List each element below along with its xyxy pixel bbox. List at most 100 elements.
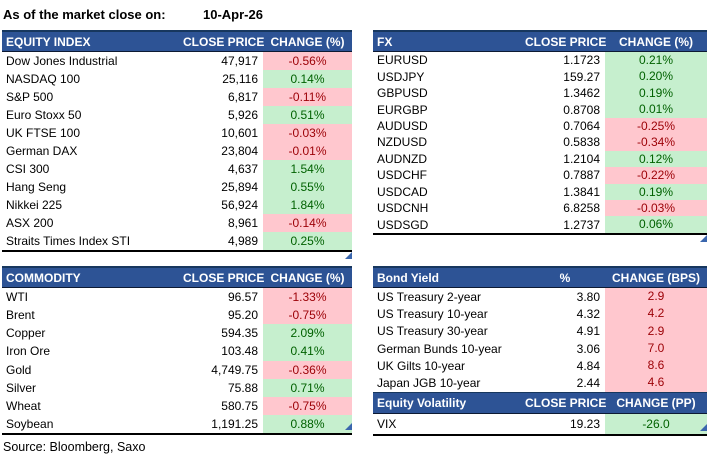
as-of-date: 10-Apr-26 — [203, 7, 263, 22]
row-close-price: 159.27 — [563, 69, 600, 84]
corner-marker-icon — [700, 423, 707, 431]
row-close-price: 56,924 — [221, 198, 258, 212]
table-row: UK Gilts 10-year 4.84 8.6 — [373, 357, 707, 375]
row-label: Euro Stoxx 50 — [6, 108, 82, 122]
row-change-value: -0.75% — [263, 396, 352, 415]
row-close-price: 1.3841 — [563, 184, 600, 199]
row-label: Gold — [6, 362, 32, 377]
row-label: Straits Times Index STI — [6, 234, 131, 248]
row-label: USDCNH — [377, 201, 429, 216]
row-label: Brent — [6, 308, 35, 323]
row-change-value: 0.19% — [605, 84, 707, 102]
row-label: USDSGD — [377, 217, 429, 232]
table-row: AUDUSD 0.7064 -0.25% — [373, 117, 707, 135]
row-label: US Treasury 30-year — [377, 324, 488, 339]
row-change-value: -0.22% — [605, 167, 707, 184]
row-label: Copper — [6, 326, 46, 341]
table-row: Wheat 580.75 -0.75% — [2, 396, 352, 415]
row-change-value: 0.12% — [605, 150, 707, 168]
row-change-value: -0.36% — [263, 360, 352, 379]
row-change-value: 0.01% — [605, 101, 707, 118]
column-header-change: CHANGE (BPS) — [611, 270, 700, 285]
row-label: Wheat — [6, 398, 41, 413]
table-row: Straits Times Index STI 4,989 0.25% — [2, 232, 352, 250]
row-close-price: 19.23 — [569, 416, 600, 431]
row-label: US Treasury 10-year — [377, 306, 488, 321]
row-label: UK Gilts 10-year — [377, 358, 466, 373]
row-change-value: -0.03% — [263, 124, 352, 142]
row-close-price: 25,894 — [221, 180, 258, 194]
table-row: NZDUSD 0.5838 -0.34% — [373, 134, 707, 151]
table-row: EURGBP 0.8708 0.01% — [373, 101, 707, 118]
row-close-price: 3.06 — [576, 341, 600, 356]
row-change-value: 7.0 — [605, 339, 707, 358]
row-close-price: 96.57 — [227, 290, 258, 305]
row-change-value: -0.01% — [263, 142, 352, 160]
row-close-price: 4,749.75 — [211, 362, 258, 377]
column-header-name: Bond Yield — [377, 270, 440, 285]
table-row: Nikkei 225 56,924 1.84% — [2, 196, 352, 214]
table-row: USDCNH 6.8258 -0.03% — [373, 199, 707, 217]
row-label: German Bunds 10-year — [377, 341, 502, 356]
row-close-price: 0.8708 — [563, 102, 600, 117]
row-label: Nikkei 225 — [6, 198, 63, 212]
row-label: AUDNZD — [377, 151, 427, 166]
column-header-name: FX — [377, 34, 393, 49]
row-change-value: 0.25% — [263, 232, 352, 250]
column-header-price: CLOSE PRICE — [525, 34, 607, 49]
row-close-price: 1.2104 — [563, 151, 600, 166]
row-close-price: 594.35 — [221, 326, 258, 341]
row-label: German DAX — [6, 144, 78, 158]
row-close-price: 1.3462 — [563, 86, 600, 101]
row-close-price: 75.88 — [227, 380, 258, 395]
row-label: S&P 500 — [6, 90, 54, 104]
table-header-row: EQUITY INDEX CLOSE PRICE CHANGE (%) — [2, 30, 352, 52]
column-header-change: CHANGE (%) — [270, 34, 345, 49]
row-close-price: 5,926 — [227, 108, 258, 122]
row-close-price: 1,191.25 — [211, 417, 258, 432]
table-row: Brent 95.20 -0.75% — [2, 306, 352, 325]
commodity-table: COMMODITY CLOSE PRICE CHANGE (%) WTI 96.57-… — [2, 266, 352, 436]
row-change-value: 2.09% — [263, 324, 352, 343]
corner-marker-icon — [345, 423, 352, 431]
bond-yield-table: Bond Yield% CHANGE (BPS) US Treasury 2-yea… — [373, 266, 707, 392]
row-label: EURUSD — [377, 53, 428, 68]
row-label: NZDUSD — [377, 135, 427, 150]
row-change-value: 4.2 — [605, 305, 707, 323]
row-close-price: 0.5838 — [563, 135, 600, 150]
row-close-price: 4,989 — [227, 234, 258, 248]
row-close-price: 6,817 — [227, 90, 258, 104]
row-change-value: 0.51% — [263, 106, 352, 124]
column-header-price: CLOSE PRICE — [183, 270, 265, 285]
column-header-price: CLOSE PRICE — [183, 34, 265, 49]
table-row: US Treasury 10-year 4.32 4.2 — [373, 305, 707, 323]
table-row: German Bunds 10-year 3.06 7.0 — [373, 339, 707, 358]
table-row: USDCAD 1.3841 0.19% — [373, 183, 707, 200]
row-change-value: 8.6 — [605, 357, 707, 375]
table-header-row: Bond Yield% CHANGE (BPS) — [373, 266, 707, 288]
row-label: Dow Jones Industrial — [6, 54, 118, 68]
table-row: USDSGD 1.2737 0.06% — [373, 216, 707, 233]
row-label: NASDAQ 100 — [6, 72, 81, 86]
row-change-value: 0.20% — [605, 68, 707, 85]
as-of-label: As of the market close on: — [3, 7, 166, 22]
row-close-price: 1.1723 — [563, 53, 600, 68]
column-header-change: CHANGE (PP) — [616, 395, 696, 410]
fx-table: FX CLOSE PRICE CHANGE (%) EURUSD 1.1723 0.21… — [373, 30, 707, 242]
row-close-price: 25,116 — [222, 72, 258, 86]
table-row: VIX 19.23 -26.0 — [373, 413, 707, 434]
row-change-value: 0.71% — [263, 378, 352, 397]
row-change-value: -0.11% — [263, 88, 352, 106]
column-header-price: % — [559, 270, 571, 285]
row-label: EURGBP — [377, 102, 428, 117]
row-close-price: 0.7887 — [563, 168, 600, 183]
row-label: GBPUSD — [377, 86, 428, 101]
table-row: Iron Ore 103.48 0.41% — [2, 342, 352, 361]
row-close-price: 2.44 — [576, 376, 600, 391]
column-header-name: EQUITY INDEX — [6, 34, 91, 49]
row-close-price: 103.48 — [221, 344, 258, 359]
row-close-price: 4.84 — [576, 358, 600, 373]
row-change-value: 1.54% — [263, 160, 352, 178]
row-label: AUDUSD — [377, 118, 428, 133]
row-close-price: 23,804 — [221, 144, 258, 158]
